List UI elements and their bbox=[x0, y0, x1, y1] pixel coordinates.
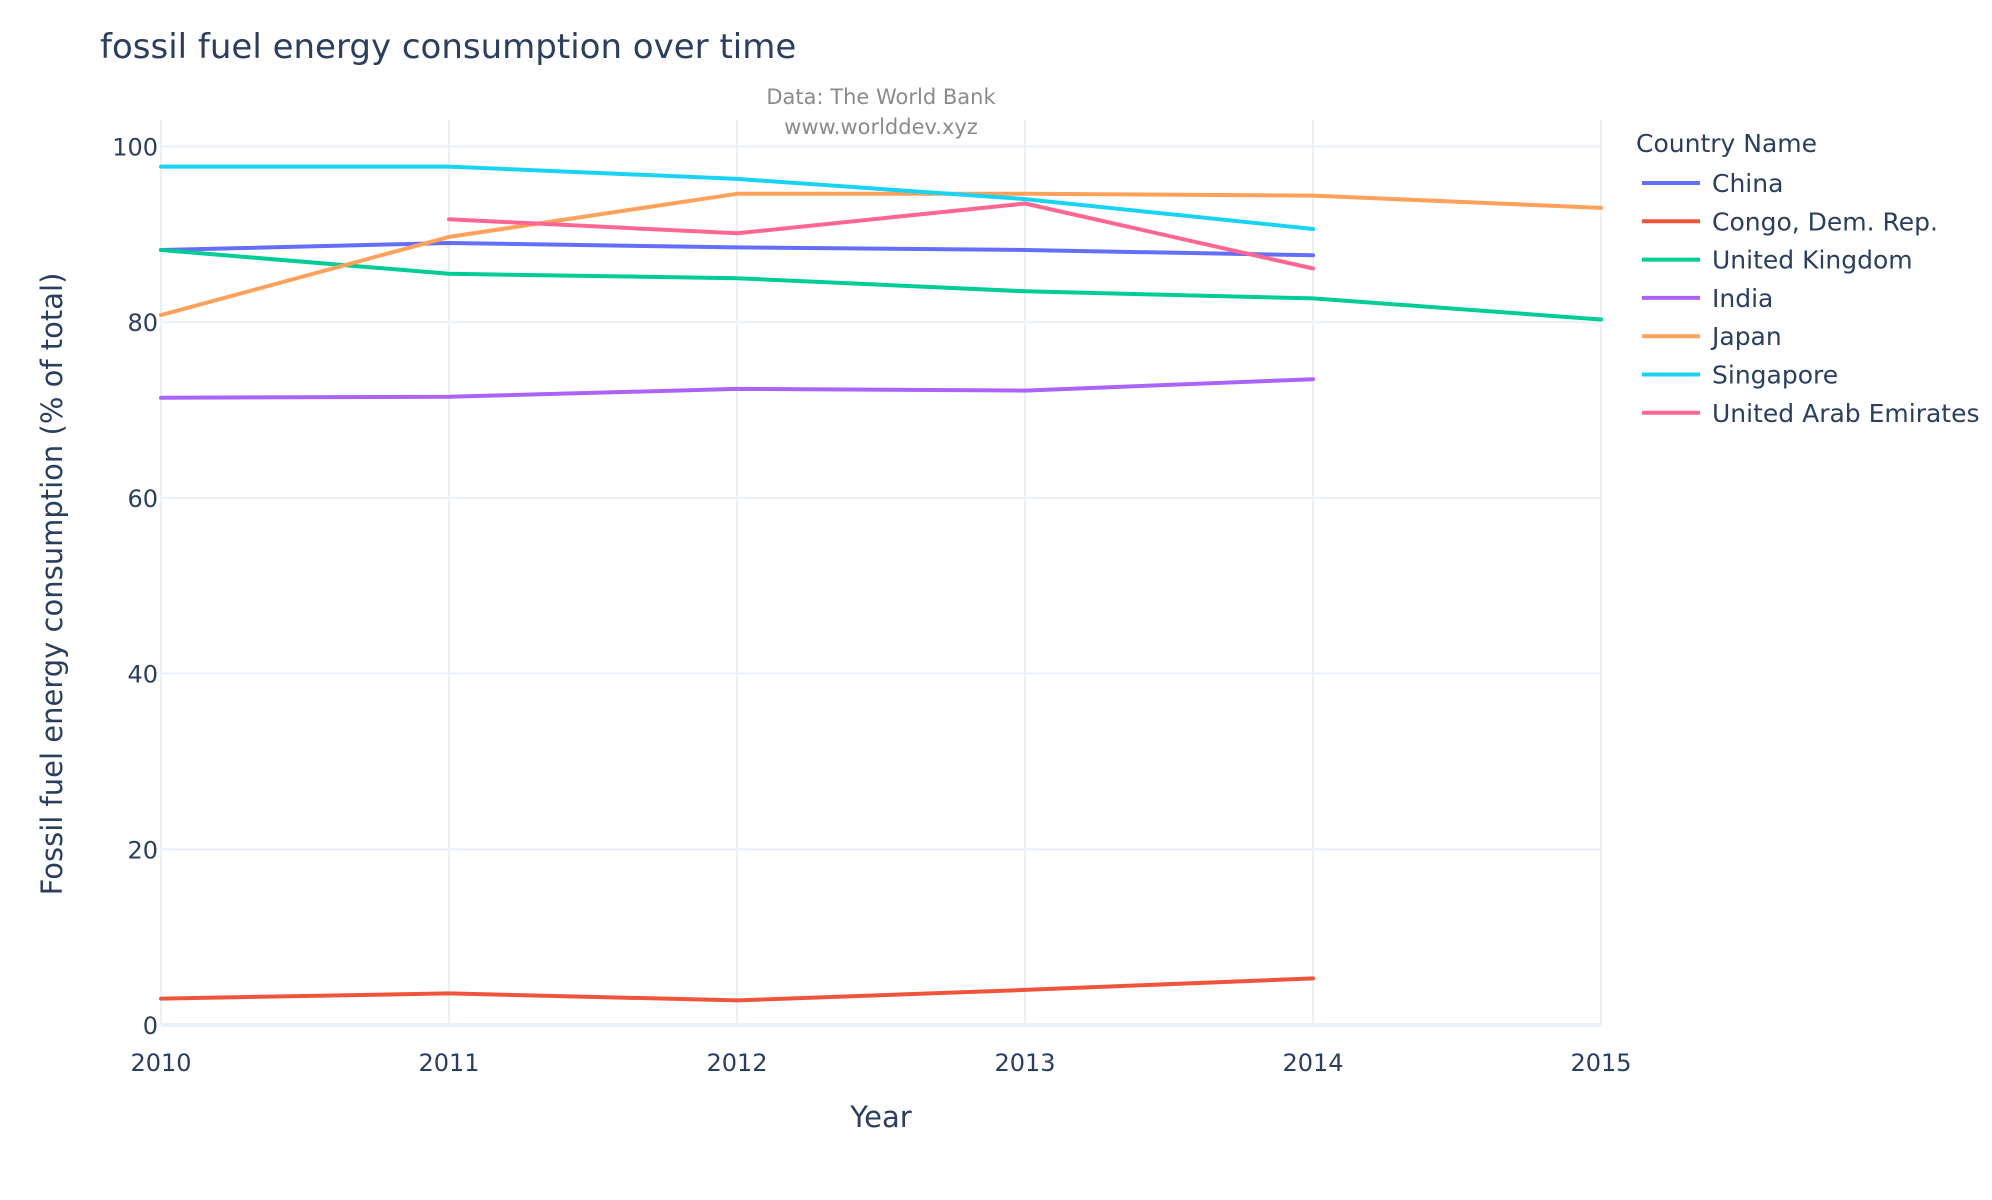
legend-label-singapore: Singapore bbox=[1712, 361, 1838, 390]
y-tick-label-60: 60 bbox=[127, 485, 158, 513]
y-tick-label-20: 20 bbox=[127, 836, 158, 864]
chart-subtitle-line-2: www.worlddev.xyz bbox=[784, 115, 978, 139]
series-line-japan bbox=[159, 191, 1603, 318]
series-lines bbox=[159, 164, 1603, 1003]
x-tick-label-2012: 2012 bbox=[706, 1049, 767, 1077]
legend-label-india: India bbox=[1712, 284, 1773, 313]
series-line-china bbox=[159, 241, 1315, 258]
y-tick-label-80: 80 bbox=[127, 309, 158, 337]
series-line-congo-dem-rep bbox=[159, 976, 1315, 1003]
legend-label-united-arab-emirates: United Arab Emirates bbox=[1712, 399, 1980, 428]
legend-label-united-kingdom: United Kingdom bbox=[1712, 246, 1913, 275]
legend-label-china: China bbox=[1712, 169, 1783, 198]
x-tick-label-2010: 2010 bbox=[130, 1049, 191, 1077]
y-tick-label-100: 100 bbox=[112, 133, 158, 161]
legend-title: Country Name bbox=[1636, 129, 1817, 158]
y-tick-label-40: 40 bbox=[127, 661, 158, 689]
series-line-united-kingdom bbox=[159, 248, 1603, 322]
x-axis-ticks: 2010 2011 2012 2013 2014 2015 bbox=[130, 1049, 1631, 1077]
series-line-singapore bbox=[159, 164, 1315, 231]
chart-subtitle-line-1: Data: The World Bank bbox=[766, 85, 996, 109]
x-axis-title: Year bbox=[849, 1100, 911, 1134]
series-line-india bbox=[159, 377, 1315, 400]
x-tick-label-2015: 2015 bbox=[1570, 1049, 1631, 1077]
x-tick-label-2011: 2011 bbox=[418, 1049, 479, 1077]
legend: Country Name China Congo, Dem. Rep. United… bbox=[1636, 129, 1980, 428]
y-axis-ticks: 0 20 40 60 80 100 bbox=[112, 133, 158, 1040]
x-tick-label-2013: 2013 bbox=[994, 1049, 1055, 1077]
y-axis-title: Fossil fuel energy consumption (% of tot… bbox=[35, 273, 69, 896]
x-tick-label-2014: 2014 bbox=[1282, 1049, 1343, 1077]
legend-label-japan: Japan bbox=[1710, 322, 1782, 351]
legend-label-congo-dem-rep: Congo, Dem. Rep. bbox=[1712, 207, 1938, 236]
chart-title: fossil fuel energy consumption over time bbox=[100, 27, 796, 67]
grid bbox=[160, 120, 1602, 1027]
series-line-united-arab-emirates bbox=[447, 201, 1315, 271]
y-tick-label-0: 0 bbox=[143, 1012, 158, 1040]
